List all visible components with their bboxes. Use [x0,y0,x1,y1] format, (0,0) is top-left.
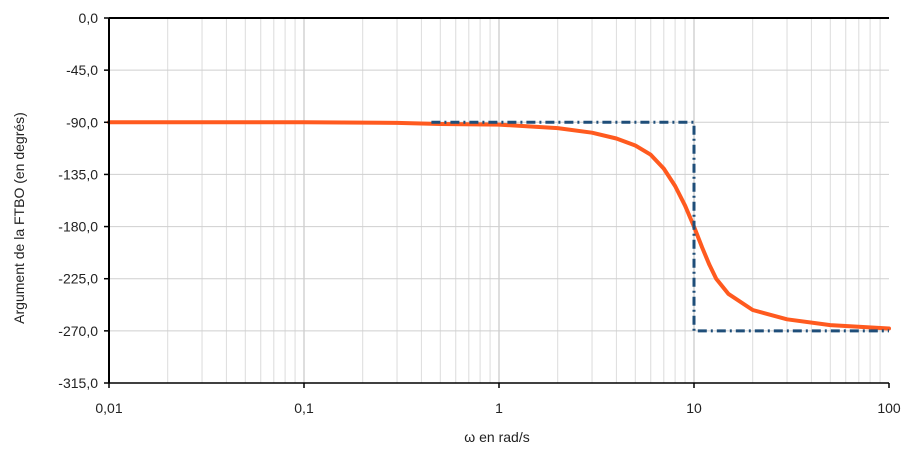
y-tick-label: -135,0 [58,166,98,182]
x-tick-label: 0,01 [95,400,122,416]
y-axis-label: Argument de la FTBO (en degrés) [11,112,27,324]
grid [108,17,889,384]
y-tick-label: -225,0 [58,271,98,287]
y-tick-label: -180,0 [58,219,98,235]
x-tick-label: 1 [495,400,503,416]
asymptotic-phase-series [431,120,889,333]
phase-curve-series [107,120,891,331]
x-tick-label: 0,1 [294,400,314,416]
y-tick-label: -315,0 [58,375,98,391]
x-tick-label: 100 [877,400,901,416]
y-tick-label: -45,0 [66,62,98,78]
x-axis-label: ω en rad/s [464,429,529,445]
x-tick-label: 10 [686,400,702,416]
axes: 0,0 -45,0 -90,0 -135,0 -180,0 -225,0 -270,0 -31… [58,10,901,416]
plot-area [107,120,891,333]
y-tick-label: -270,0 [58,323,98,339]
y-tick-label: 0,0 [79,10,99,26]
y-tick-label: -90,0 [66,114,98,130]
